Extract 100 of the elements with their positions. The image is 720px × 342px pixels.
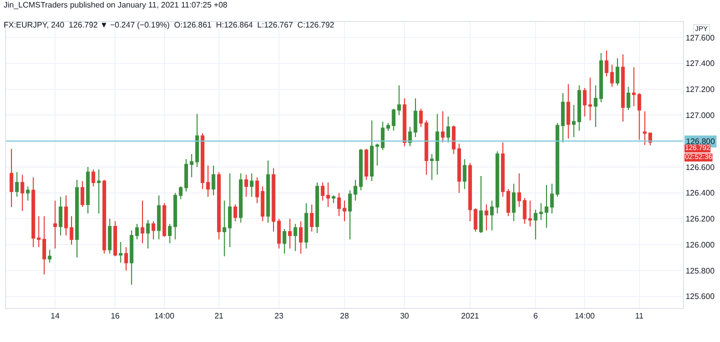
chart-title: Jin_LCMSTraders published on January 11, 2021 11:07:25 +08: [4, 0, 228, 10]
candlestick: [517, 172, 522, 208]
candlestick: [96, 169, 101, 214]
x-tick-label: 30: [400, 312, 410, 321]
candlestick: [233, 204, 238, 222]
candlestick: [435, 113, 440, 176]
candlestick: [195, 113, 199, 168]
candlestick: [152, 220, 156, 240]
y-tick-label: 127.600: [686, 33, 716, 42]
candlestick: [298, 220, 303, 254]
candlestick: [36, 216, 41, 248]
candlestick: [582, 88, 587, 117]
candlestick: [10, 148, 14, 208]
candlestick: [375, 143, 380, 166]
candlestick: [484, 204, 488, 231]
candlestick: [616, 58, 620, 86]
candlestick: [48, 249, 52, 264]
ref-line-label: 126.800: [686, 137, 716, 146]
candlestick: [212, 165, 216, 196]
candlestick: [364, 148, 368, 180]
y-tick-label: 125.600: [686, 292, 716, 302]
candlestick: [599, 52, 603, 103]
candlestick: [178, 186, 183, 200]
candlestick: [260, 186, 264, 222]
candlestick: [53, 200, 57, 249]
candlestick: [577, 84, 582, 132]
candlestick: [572, 104, 576, 138]
candlestick: [457, 143, 461, 194]
candlestick: [315, 182, 320, 234]
candlestick: [626, 86, 630, 110]
candlestick: [118, 242, 122, 264]
candlestick: [228, 172, 232, 248]
candlestick: [446, 116, 450, 143]
x-tick-label: 14: [50, 312, 60, 321]
candlestick: [26, 186, 30, 202]
candlestick: [282, 228, 286, 254]
candlestick: [244, 174, 248, 198]
x-tick-label: 2021: [461, 312, 480, 321]
candlestick: [528, 200, 532, 227]
candlestick: [58, 196, 62, 236]
candlestick: [217, 172, 221, 240]
x-tick-label: 11: [635, 312, 644, 321]
x-tick-label: 14:00: [574, 312, 596, 321]
y-tick-label: 126.600: [686, 162, 716, 172]
y-tick-label: 127.000: [686, 110, 716, 120]
candlestick: [190, 154, 194, 178]
candlestick: [20, 174, 24, 212]
candlestick: [162, 202, 166, 238]
x-tick-label: 16: [110, 312, 120, 321]
candlestick: [184, 158, 188, 192]
x-tick-label: 6: [533, 312, 538, 321]
candlestick: [222, 200, 226, 257]
candlestick: [255, 176, 259, 204]
y-tick-label: 126.400: [686, 188, 716, 198]
candlestick: [588, 77, 592, 121]
candlestick: [642, 110, 647, 146]
candlestick: [288, 218, 292, 249]
candlestick: [500, 142, 505, 198]
x-tick-label: 21: [214, 312, 224, 321]
candlestick: [124, 246, 128, 271]
candlestick: [310, 204, 314, 232]
candlestick: [522, 198, 527, 224]
candlestick: [594, 84, 598, 128]
candlestick: [506, 188, 510, 217]
candlestick: [92, 169, 96, 187]
candlestick: [102, 179, 106, 254]
y-tick-label: 126.000: [686, 240, 716, 250]
candlestick: [380, 121, 385, 151]
candlestick: [397, 84, 401, 116]
candlestick: [566, 84, 570, 139]
candlestick: [440, 110, 445, 143]
x-tick-label: 14:00: [154, 312, 175, 321]
x-tick-label: 28: [340, 312, 350, 321]
candlestick: [632, 66, 636, 107]
candlestick: [140, 200, 144, 244]
candlestick: [15, 172, 19, 198]
candlestick: [637, 92, 642, 140]
candlestick: [452, 125, 456, 154]
candlestick: [80, 180, 84, 208]
candlestick: [386, 122, 390, 132]
candlestick: [462, 158, 466, 190]
candlestick: [266, 160, 270, 224]
candlestick: [146, 220, 150, 249]
candlestick: [512, 183, 516, 222]
candlestick: [173, 192, 178, 240]
candlestick: [332, 194, 336, 204]
candlestick: [42, 216, 46, 275]
candlestick: [250, 172, 254, 198]
candlestick: [370, 120, 374, 182]
candlestick: [392, 108, 396, 132]
y-tick-label: 127.400: [686, 59, 716, 68]
y-tick-label: 125.800: [686, 266, 716, 276]
candlestick: [320, 182, 324, 202]
candlestick: [304, 202, 308, 249]
candlestick: [294, 223, 298, 252]
candlestick: [238, 172, 243, 224]
candlestick: [113, 220, 118, 257]
chart-subtitle: FX:EURJPY, 240 126.792 ▼ −0.247 (−0.19%) O:126.861 H:126.864 L:126.767 C:126.792: [4, 20, 335, 30]
candlestick: [75, 179, 79, 258]
x-tick-label: 23: [274, 312, 284, 321]
